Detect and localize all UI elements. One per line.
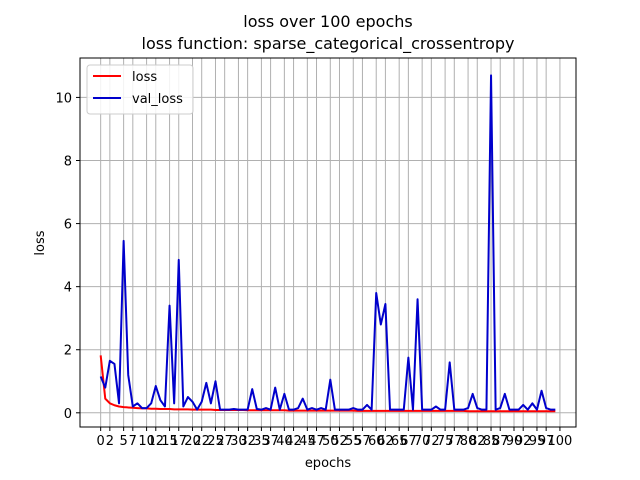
y-tick-label: 2 [64, 344, 72, 359]
x-tick-label: 82 [469, 434, 486, 449]
y-tick-label: 8 [64, 155, 72, 170]
x-tick-label: 50 [322, 434, 339, 449]
x-tick-label: 75 [437, 434, 454, 449]
x-tick-label: 12 [148, 434, 165, 449]
legend-label-loss: loss [132, 70, 157, 85]
y-tick-label: 6 [64, 218, 72, 233]
x-tick-label: 72 [423, 434, 440, 449]
chart-title: loss over 100 epochs [243, 12, 412, 31]
x-tick-label: 77 [446, 434, 463, 449]
x-tick-label: 67 [400, 434, 417, 449]
x-tick-label: 25 [207, 434, 224, 449]
x-tick-label: 20 [184, 434, 201, 449]
legend-label-val-loss: val_loss [132, 92, 183, 107]
legend: loss val_loss [86, 64, 194, 115]
x-tick-label: 40 [276, 434, 293, 449]
x-tick-label: 5 [119, 434, 127, 449]
series-layer [99, 74, 556, 413]
x-tick-label: 90 [506, 434, 523, 449]
x-tick-label: 17 [170, 434, 187, 449]
x-tick-label: 27 [216, 434, 233, 449]
y-axis-label: loss [33, 230, 48, 255]
x-tick-label: 57 [354, 434, 371, 449]
y-tick-label: 0 [64, 407, 72, 422]
x-axis-label: epochs [305, 456, 352, 471]
x-tick-label: 100 [548, 434, 573, 449]
x-tick-label: 97 [538, 434, 555, 449]
x-tick-label: 2 [106, 434, 114, 449]
axis-ticks: 0 2 5 7 101215172022252730323537404245475052… [55, 91, 572, 449]
x-tick-label: 0 [97, 434, 105, 449]
series-line-loss [99, 355, 556, 413]
y-tick-label: 10 [55, 91, 72, 106]
x-tick-label: 42 [285, 434, 302, 449]
x-tick-label: 15 [161, 434, 178, 449]
x-tick-label: 70 [414, 434, 431, 449]
plot-frame [79, 57, 577, 428]
x-tick-label: 35 [253, 434, 270, 449]
y-tick-label: 4 [64, 281, 72, 296]
x-tick-label: 10 [138, 434, 155, 449]
x-tick-label: 7 [129, 434, 137, 449]
x-tick-label: 55 [345, 434, 362, 449]
x-tick-label: 62 [377, 434, 394, 449]
x-tick-label: 32 [239, 434, 256, 449]
x-tick-label: 92 [515, 434, 532, 449]
x-tick-label: 60 [368, 434, 385, 449]
series-line-val-loss [99, 74, 556, 411]
x-tick-label: 30 [230, 434, 247, 449]
x-tick-label: 80 [460, 434, 477, 449]
x-tick-label: 85 [483, 434, 500, 449]
x-tick-label: 65 [391, 434, 408, 449]
x-tick-label: 52 [331, 434, 348, 449]
x-tick-label: 47 [308, 434, 325, 449]
x-tick-label: 37 [262, 434, 279, 449]
grid [80, 58, 576, 427]
x-tick-label: 22 [193, 434, 210, 449]
x-tick-label: 87 [492, 434, 509, 449]
chart-subtitle: loss function: sparse_categorical_crosse… [142, 34, 515, 54]
legend-box [86, 64, 194, 115]
x-tick-label: 45 [299, 434, 316, 449]
x-tick-label: 95 [529, 434, 546, 449]
